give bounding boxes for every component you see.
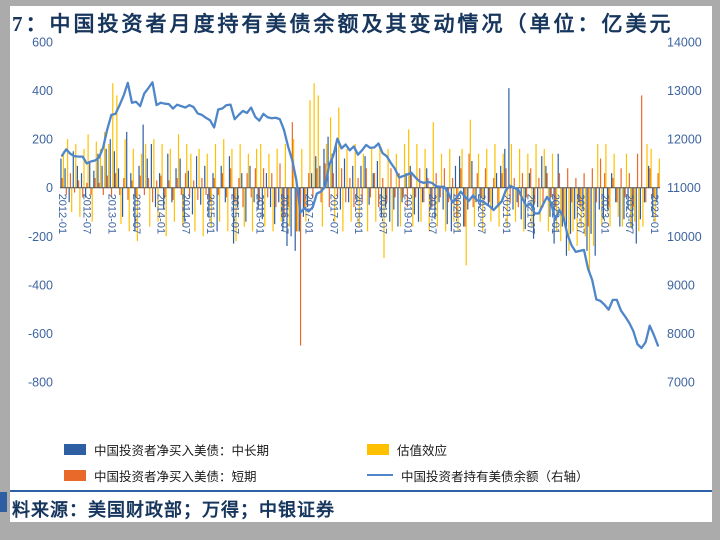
svg-text:2013-01: 2013-01	[105, 194, 117, 234]
svg-text:2012-07: 2012-07	[81, 194, 93, 234]
svg-text:-200: -200	[28, 230, 53, 244]
chart-panel: 7：中国投资者月度持有美债余额及其变动情况（单位：亿美元 600 400 200 0 -…	[10, 6, 712, 522]
legend-label-holdings: 中国投资者持有美债余额（右轴）	[401, 469, 589, 484]
legend-row-1: 中国投资者净买入美债：中长期 估值效应	[10, 436, 710, 462]
svg-text:13000: 13000	[667, 84, 702, 98]
svg-text:-600: -600	[28, 327, 53, 341]
svg-text:2014-07: 2014-07	[179, 194, 191, 234]
svg-text:2021-01: 2021-01	[500, 194, 512, 234]
svg-text:2019-01: 2019-01	[401, 194, 413, 234]
svg-text:2019-07: 2019-07	[426, 194, 438, 234]
source-text: 料来源：美国财政部；万得；中银证券	[12, 500, 335, 520]
svg-text:200: 200	[32, 133, 53, 147]
svg-text:-800: -800	[28, 376, 53, 390]
svg-text:2021-07: 2021-07	[525, 194, 537, 234]
svg-text:600: 600	[32, 36, 53, 50]
svg-text:2018-01: 2018-01	[352, 194, 364, 234]
svg-text:2014-01: 2014-01	[155, 194, 167, 234]
svg-text:2015-01: 2015-01	[204, 194, 216, 234]
svg-text:11000: 11000	[667, 181, 701, 195]
chart-legend: 中国投资者净买入美债：中长期 估值效应 中国投资者净买入美债：短期 中国投资者持…	[10, 436, 710, 488]
accent-bar	[0, 492, 7, 512]
legend-item-holdings: 中国投资者持有美债余额（右轴）	[367, 466, 589, 485]
legend-label-short: 中国投资者净买入美债：短期	[94, 469, 257, 484]
legend-item-short: 中国投资者净买入美债：短期	[64, 466, 367, 485]
svg-text:7000: 7000	[667, 376, 695, 390]
svg-text:9000: 9000	[667, 278, 695, 292]
svg-text:8000: 8000	[667, 327, 695, 341]
svg-text:2023-07: 2023-07	[623, 194, 635, 234]
svg-text:2023-01: 2023-01	[599, 194, 611, 234]
svg-text:400: 400	[32, 84, 53, 98]
svg-text:2018-07: 2018-07	[377, 194, 389, 234]
legend-row-2: 中国投资者净买入美债：短期 中国投资者持有美债余额（右轴）	[10, 462, 710, 488]
svg-text:2013-07: 2013-07	[130, 194, 142, 234]
svg-text:2016-07: 2016-07	[278, 194, 290, 234]
legend-label-midlong: 中国投资者净买入美债：中长期	[94, 443, 270, 458]
legend-swatch-midlong-icon	[64, 443, 86, 455]
legend-swatch-valuation-icon	[367, 443, 389, 455]
svg-text:2020-01: 2020-01	[451, 194, 463, 234]
separator-line	[10, 490, 712, 492]
svg-text:2017-01: 2017-01	[303, 194, 315, 234]
legend-item-midlong: 中国投资者净买入美债：中长期	[64, 440, 367, 459]
legend-item-valuation: 估值效应	[367, 440, 447, 459]
svg-text:2016-01: 2016-01	[253, 194, 265, 234]
chart-title: 7：中国投资者月度持有美债余额及其变动情况（单位：亿美元	[12, 12, 674, 36]
chart-svg: 600 400 200 0 -200 -400 -600 -800 14000 13000 1200…	[28, 36, 702, 390]
svg-text:2024-01: 2024-01	[648, 194, 660, 234]
legend-label-valuation: 估值效应	[397, 443, 448, 458]
svg-text:2022-07: 2022-07	[574, 194, 586, 234]
svg-text:2022-01: 2022-01	[549, 194, 561, 234]
legend-swatch-holdings-line-icon	[367, 474, 393, 476]
svg-text:2015-07: 2015-07	[229, 194, 241, 234]
svg-text:2017-07: 2017-07	[327, 194, 339, 234]
legend-swatch-short-icon	[64, 469, 86, 481]
svg-text:10000: 10000	[667, 230, 702, 244]
svg-text:12000: 12000	[667, 133, 702, 147]
svg-text:14000: 14000	[667, 36, 702, 50]
svg-text:2012-01: 2012-01	[56, 194, 68, 234]
svg-text:0: 0	[46, 181, 53, 195]
svg-text:-400: -400	[28, 278, 53, 292]
